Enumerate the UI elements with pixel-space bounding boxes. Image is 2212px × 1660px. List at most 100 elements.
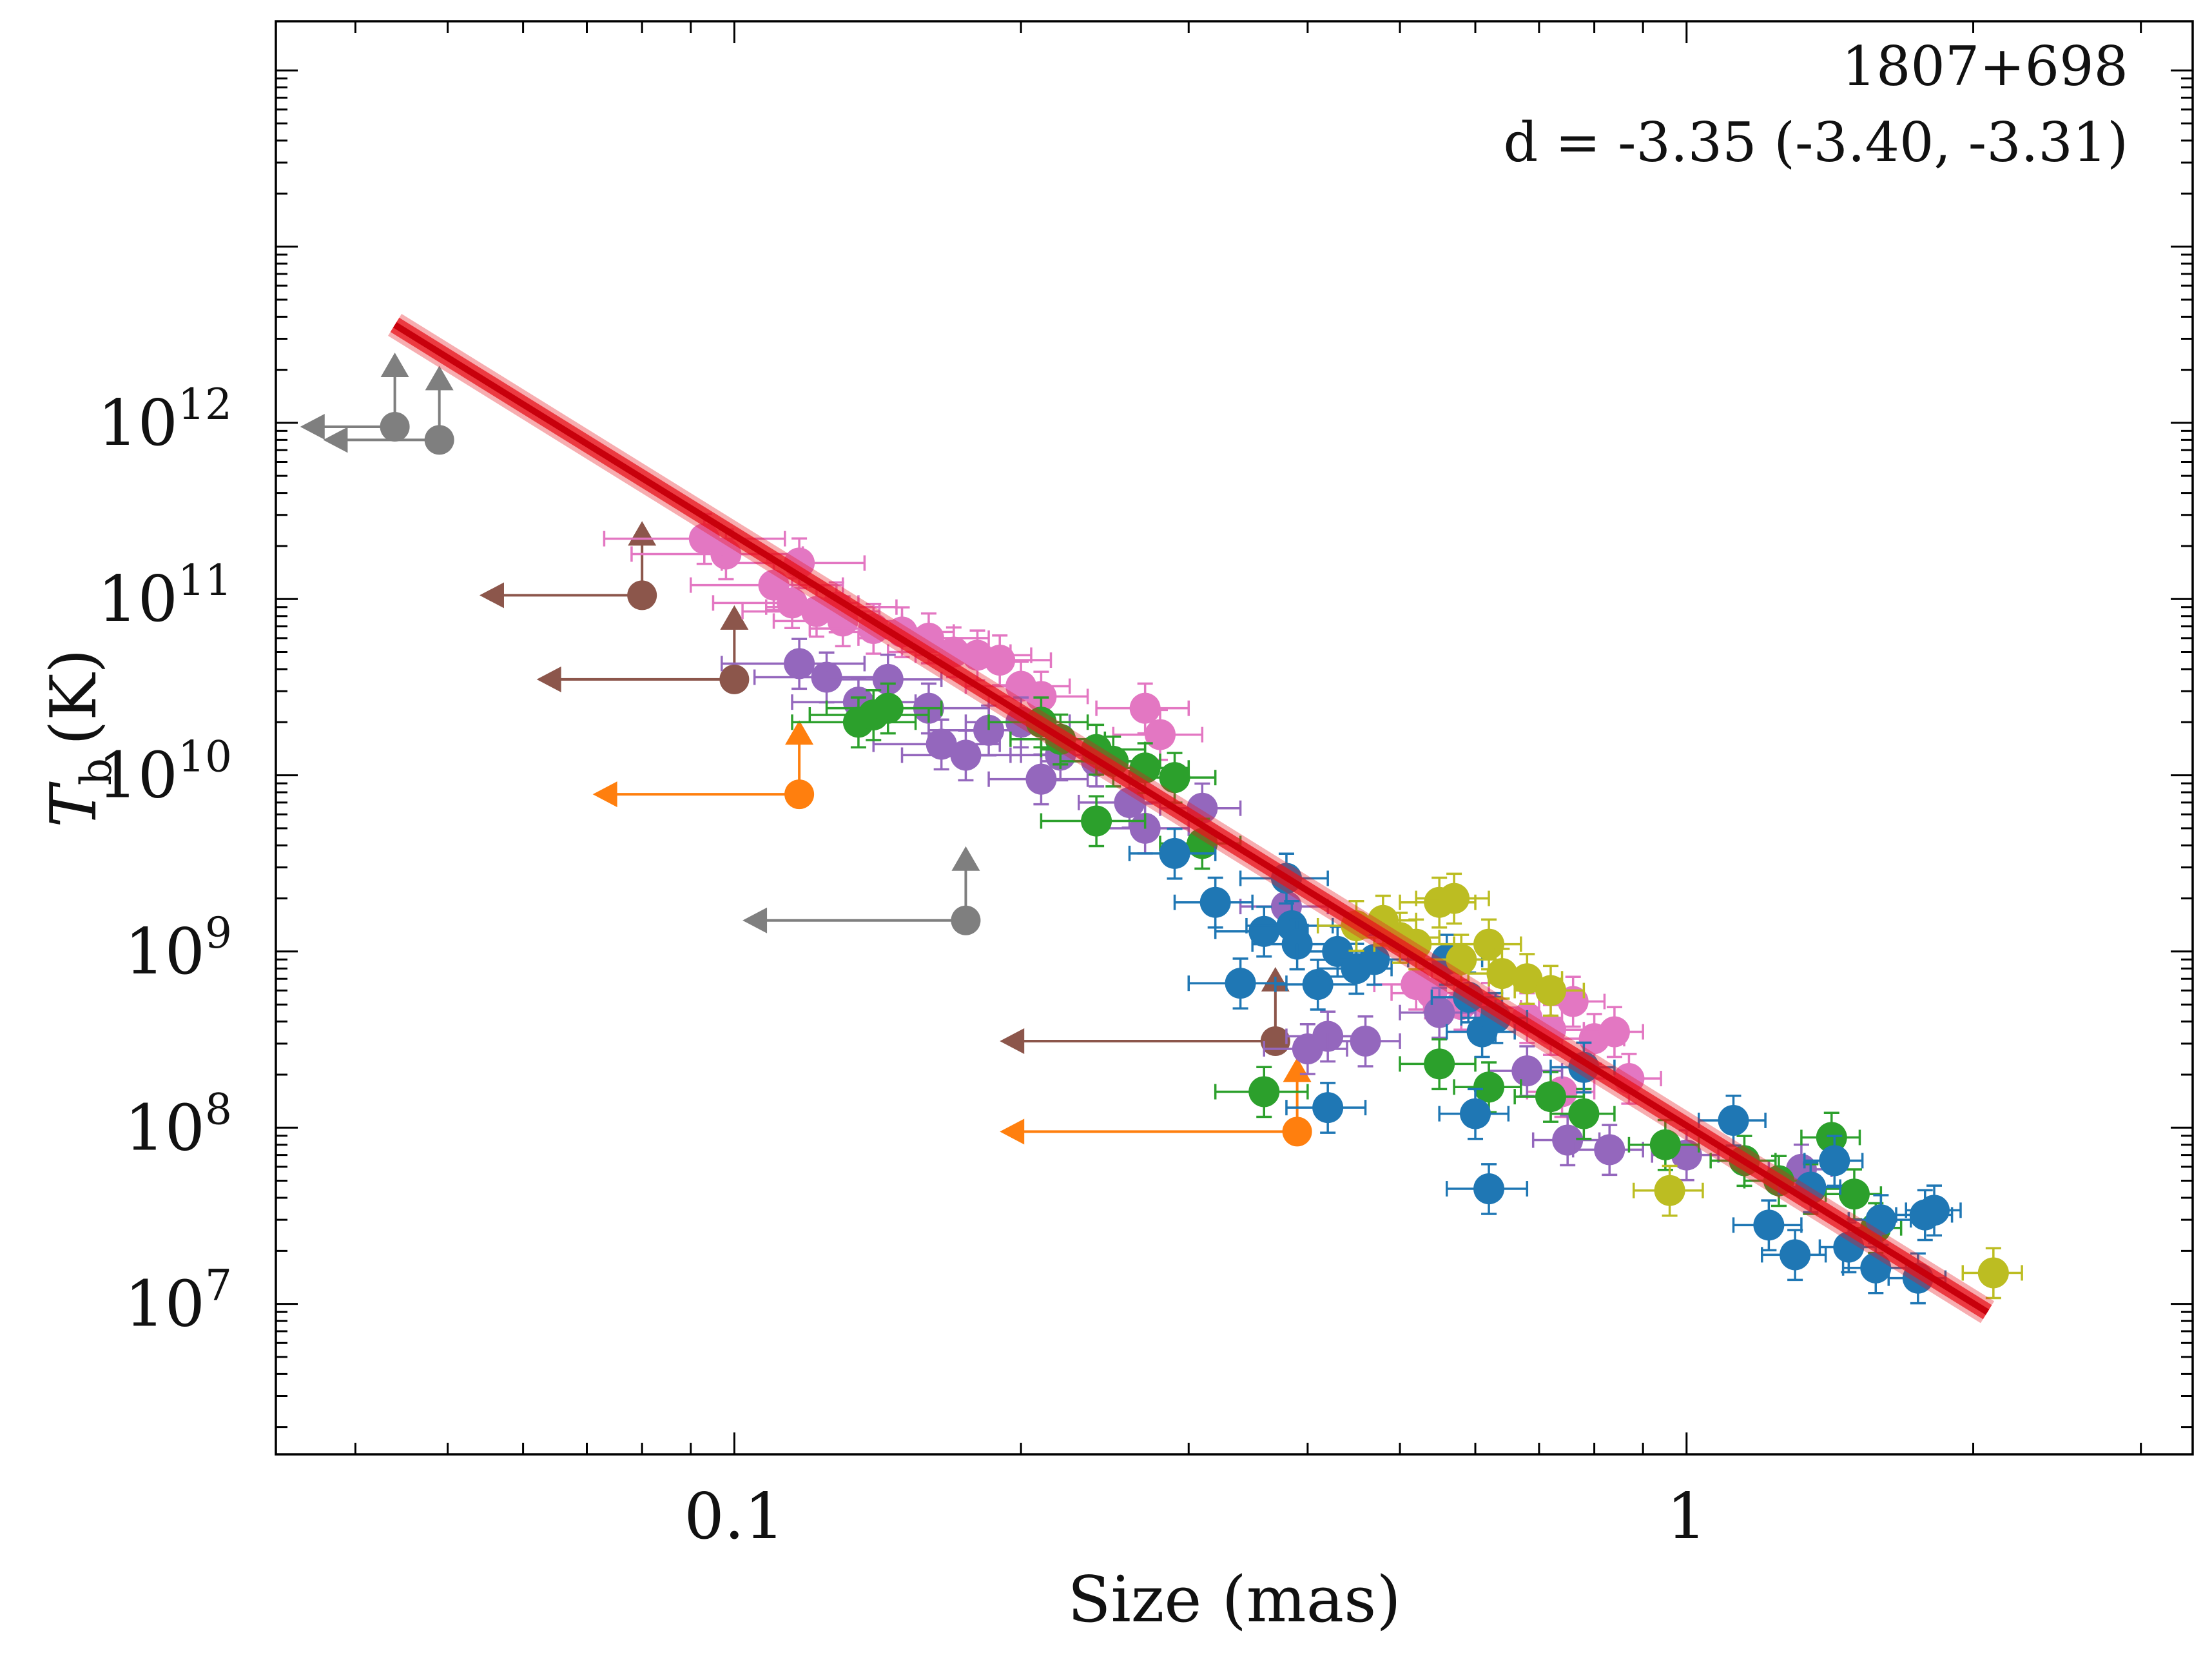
data-point-group [1582,1006,1644,1059]
upper-limit-marker [300,352,410,442]
data-point [1816,1122,1847,1153]
data-point-group [1531,1114,1601,1167]
x-axis-label: Size (mas) [1067,1563,1401,1637]
data-point-group [1905,1184,1962,1237]
limit-arrow-left [479,582,504,609]
data-point-group [1438,1088,1510,1140]
y-tick-label-base: 10 [124,1268,205,1342]
upper-limit-marker [479,521,657,610]
y-tick-label-base: 10 [124,915,205,989]
upper-limit-marker [1000,1057,1312,1147]
data-point [1535,1081,1567,1113]
fit-line-center [393,322,1990,1315]
data-point-group [721,638,866,690]
y-tick-label-base: 10 [97,387,178,460]
y-axis-label-unit: (K) [37,649,111,745]
data-point-group [1549,1088,1616,1140]
data-point-group [900,729,1022,782]
data-point-group [1761,1229,1827,1282]
limit-point [951,905,981,935]
data-point [710,538,742,570]
fit-line [388,313,1995,1323]
data-point [984,645,1016,676]
y-axis-label-sub: b [72,758,121,785]
data-point [1511,1055,1543,1087]
data-point-group [1128,827,1217,880]
data-point [1598,1016,1630,1048]
data-point [1424,997,1455,1028]
data-point-group [1399,1038,1477,1091]
limit-arrow-left [536,666,561,692]
limit-arrow-up [425,366,454,391]
y-tick-label-exponent: 7 [205,1261,232,1311]
data-point [1473,1071,1505,1103]
data-point [1838,1178,1870,1210]
data-point [1199,886,1231,918]
y-tick-label-exponent: 12 [178,380,232,429]
data-point [784,648,815,679]
y-tick-label-exponent: 8 [205,1084,232,1134]
data-point [872,663,904,695]
data-point-group [1627,1118,1700,1171]
data-point [1248,1076,1280,1108]
limit-arrow-left [1000,1118,1025,1145]
data-point-group [1326,1015,1401,1068]
data-point [1753,1209,1785,1241]
plot-frame [275,20,2194,1456]
y-axis-label-main: T [37,781,111,828]
data-point-group [1274,959,1358,1011]
data-point [1819,1145,1850,1177]
data-point [1552,1124,1584,1156]
upper-limit-marker [742,846,981,935]
upper-limit-marker [592,720,815,810]
plot-background [276,21,2193,1454]
data-point-group [1513,964,1586,1017]
data-point [1594,1134,1625,1166]
data-point [1511,963,1543,995]
data-point-group [1285,1082,1367,1134]
data-point [1568,1098,1600,1129]
y-tick-label: 1012 [97,380,232,460]
data-point [1350,1025,1381,1057]
limit-arrow-up [1283,1057,1312,1082]
series-olive [1316,872,2023,1300]
limit-arrow-left [742,907,768,933]
limit-arrow-left [1000,1028,1025,1054]
data-point-group [1040,795,1147,848]
y-tick-label: 107 [124,1261,232,1342]
limit-arrow-up [380,352,409,377]
data-point-group [872,718,1001,771]
data-point-group [987,753,1089,806]
y-tick-label-base: 10 [97,739,178,813]
upper-limit-marker [536,605,750,694]
data-point-group [1732,1199,1803,1252]
limit-arrow-up [720,605,749,630]
data-point [1654,1175,1685,1206]
data-point-group [1488,953,1564,1006]
data-point [1977,1257,2009,1289]
svg-text:Tb(K): Tb (K) [37,649,121,827]
data-point [1081,805,1112,837]
data-point [926,728,957,760]
axis-ticks [276,21,2193,1454]
upper-limit-marker [323,366,454,455]
data-point-group [1824,1168,1883,1220]
y-tick-label: 1011 [97,556,232,636]
data-point [1159,837,1190,869]
data-point [1248,915,1280,947]
data-point-group [1415,872,1490,925]
limit-point [380,411,410,442]
data-point [1129,692,1161,724]
data-point-group [1187,957,1288,1010]
data-series [603,513,2023,1305]
data-point [1225,968,1256,999]
x-tick-label: 0.1 [684,1480,784,1554]
limit-arrow-left [592,781,617,808]
annotation-fit: d = -3.35 (-3.40, -3.31) [1504,111,2128,174]
data-point-group [1633,1164,1704,1217]
limit-point [627,580,657,610]
limit-point [784,779,815,810]
data-point [1144,719,1176,750]
data-point [1025,763,1057,795]
